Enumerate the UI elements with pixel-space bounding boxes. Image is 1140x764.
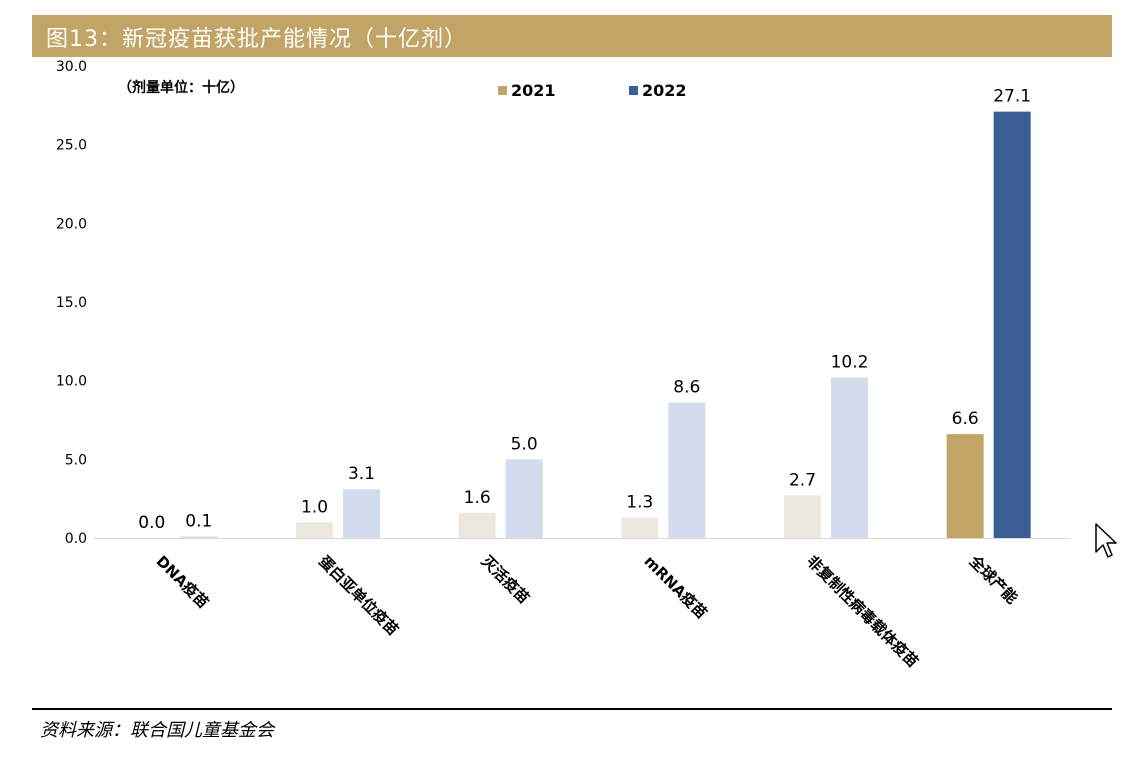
category-label-5: 非复制性病毒载体疫苗 — [803, 552, 922, 671]
y-tick-label: 5.0 — [65, 452, 87, 468]
bar-2022-2 — [343, 489, 380, 538]
bar-2022-6 — [993, 111, 1031, 539]
data-label-2022-2: 3.1 — [348, 464, 375, 484]
footer-divider — [32, 708, 1112, 710]
data-label-2022-4: 8.6 — [673, 378, 700, 398]
data-label-2021-2: 1.0 — [301, 497, 328, 517]
y-tick-label: 20.0 — [56, 216, 87, 232]
bar-2021-2 — [296, 522, 333, 538]
bar-2022-5 — [831, 377, 868, 538]
mouse-pointer-icon — [1094, 522, 1118, 566]
y-tick-label: 25.0 — [56, 138, 87, 154]
data-label-2021-1: 0.0 — [138, 513, 165, 533]
y-tick-label: 30.0 — [56, 59, 87, 75]
category-label-1: DNA疫苗 — [153, 552, 213, 612]
bar-2022-1 — [180, 536, 218, 538]
legend-label-2021: 2021 — [511, 81, 556, 100]
y-tick-label: 15.0 — [56, 295, 87, 311]
category-label-4: mRNA疫苗 — [641, 552, 711, 622]
category-label-6: 全球产能 — [965, 551, 1021, 607]
data-label-2022-1: 0.1 — [185, 511, 212, 531]
data-label-2021-6: 6.6 — [952, 409, 979, 429]
category-label-3: 灭活疫苗 — [477, 551, 533, 607]
y-tick-label: 10.0 — [56, 374, 87, 390]
unit-note: （剂量单位：十亿） — [118, 79, 244, 96]
bar-2021-4 — [621, 517, 659, 538]
source-note: 资料来源：联合国儿童基金会 — [40, 720, 274, 741]
legend-swatch-2022 — [629, 86, 638, 95]
legend-swatch-2021 — [498, 86, 507, 95]
data-label-2022-3: 5.0 — [511, 434, 538, 454]
data-label-2022-6: 27.1 — [993, 87, 1031, 107]
data-label-2022-5: 10.2 — [831, 353, 869, 373]
category-label-2: 蛋白亚单位疫苗 — [315, 552, 402, 639]
bar-2021-3 — [458, 512, 496, 538]
data-label-2021-3: 1.6 — [464, 488, 491, 508]
y-tick-label: 0.0 — [65, 531, 87, 547]
legend-label-2022: 2022 — [642, 81, 687, 100]
bar-2021-5 — [784, 495, 821, 538]
chart-title: 图13：新冠疫苗获批产能情况（十亿剂） — [46, 27, 467, 52]
bar-2022-3 — [505, 459, 543, 538]
bar-2022-4 — [668, 402, 706, 538]
data-label-2021-4: 1.3 — [626, 493, 653, 513]
bar-2021-6 — [946, 434, 984, 538]
title-bar: 图13：新冠疫苗获批产能情况（十亿剂） — [32, 15, 1112, 57]
data-label-2021-5: 2.7 — [789, 471, 816, 491]
